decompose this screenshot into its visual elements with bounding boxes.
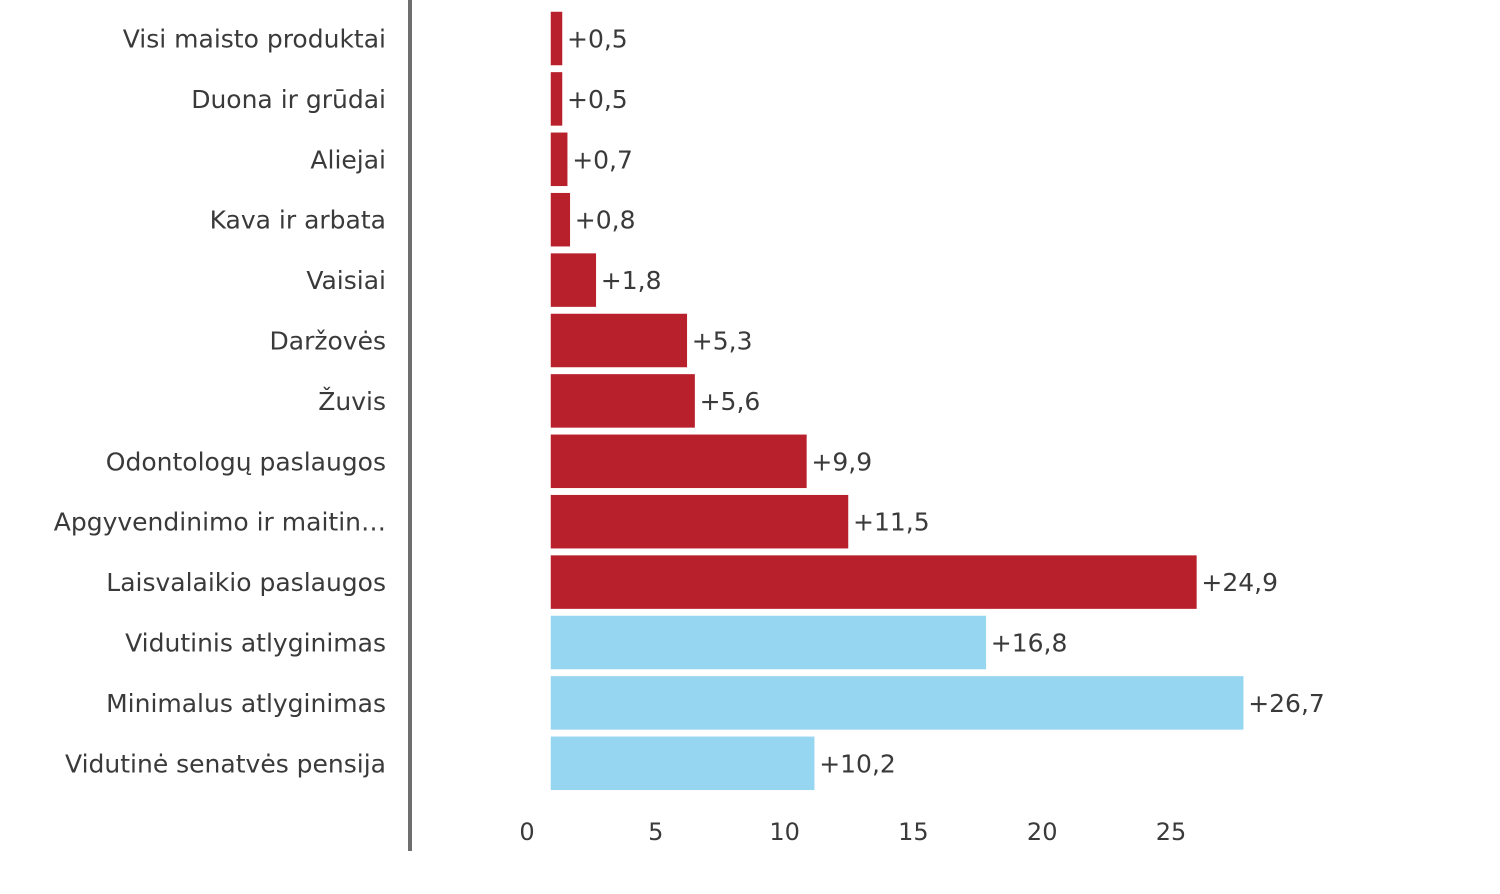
- x-tick-label-0: 0: [519, 818, 534, 846]
- value-label-7: +9,9: [811, 447, 872, 476]
- category-label-7: Odontologų paslaugos: [106, 447, 386, 476]
- category-label-2: Aliejai: [310, 145, 386, 174]
- value-label-5: +5,3: [692, 327, 753, 356]
- value-label-4: +1,8: [601, 266, 662, 295]
- value-label-3: +0,8: [575, 206, 636, 235]
- category-label-1: Duona ir grūdai: [191, 85, 386, 114]
- x-tick-label-2: 10: [769, 818, 800, 846]
- bar-4: [549, 251, 598, 309]
- value-label-0: +0,5: [567, 25, 628, 54]
- bar-3: [549, 191, 572, 248]
- bar-0: [549, 10, 564, 67]
- category-label-12: Vidutinė senatvės pensija: [65, 749, 386, 778]
- bar-1: [549, 70, 564, 128]
- category-label-4: Vaisiai: [306, 266, 386, 295]
- x-tick-label-3: 15: [898, 818, 929, 846]
- bar-6: [549, 372, 697, 430]
- bar-8: [549, 493, 850, 550]
- bar-10: [549, 614, 988, 671]
- value-label-2: +0,7: [572, 145, 633, 174]
- bar-7: [549, 433, 809, 490]
- category-label-6: Žuvis: [318, 387, 386, 416]
- category-labels-group: Visi maisto produktai Duona ir grūdai Alie…: [54, 25, 386, 779]
- bar-12: [549, 735, 816, 792]
- x-tick-label-5: 25: [1156, 818, 1187, 846]
- x-tick-label-1: 5: [648, 818, 663, 846]
- x-axis-ticks-group: 0 5 10 15 20 25: [519, 818, 1186, 846]
- value-label-11: +26,7: [1248, 689, 1325, 718]
- value-label-1: +0,5: [567, 85, 628, 114]
- value-label-12: +10,2: [819, 749, 896, 778]
- bar-5: [549, 312, 689, 369]
- category-label-10: Vidutinis atlyginimas: [125, 629, 386, 658]
- category-label-8: Apgyvendinimo ir maitin…: [54, 508, 386, 537]
- category-label-3: Kava ir arbata: [210, 206, 386, 235]
- value-label-6: +5,6: [700, 387, 761, 416]
- category-label-0: Visi maisto produktai: [123, 25, 386, 54]
- category-label-9: Laisvalaikio paslaugos: [106, 568, 386, 597]
- value-label-10: +16,8: [991, 629, 1068, 658]
- value-label-8: +11,5: [853, 508, 930, 537]
- bar-9: [549, 553, 1199, 611]
- value-label-9: +24,9: [1201, 568, 1278, 597]
- value-labels-group: +0,5 +0,5 +0,7 +0,8 +1,8 +5,3 +5,6 +9,9 +11,5 +24…: [567, 25, 1325, 779]
- category-label-5: Daržovės: [270, 327, 386, 356]
- bar-2: [549, 131, 569, 188]
- bars-group: [549, 10, 1245, 792]
- x-tick-label-4: 20: [1027, 818, 1058, 846]
- bar-11: [549, 674, 1245, 732]
- category-label-11: Minimalus atlyginimas: [106, 689, 386, 718]
